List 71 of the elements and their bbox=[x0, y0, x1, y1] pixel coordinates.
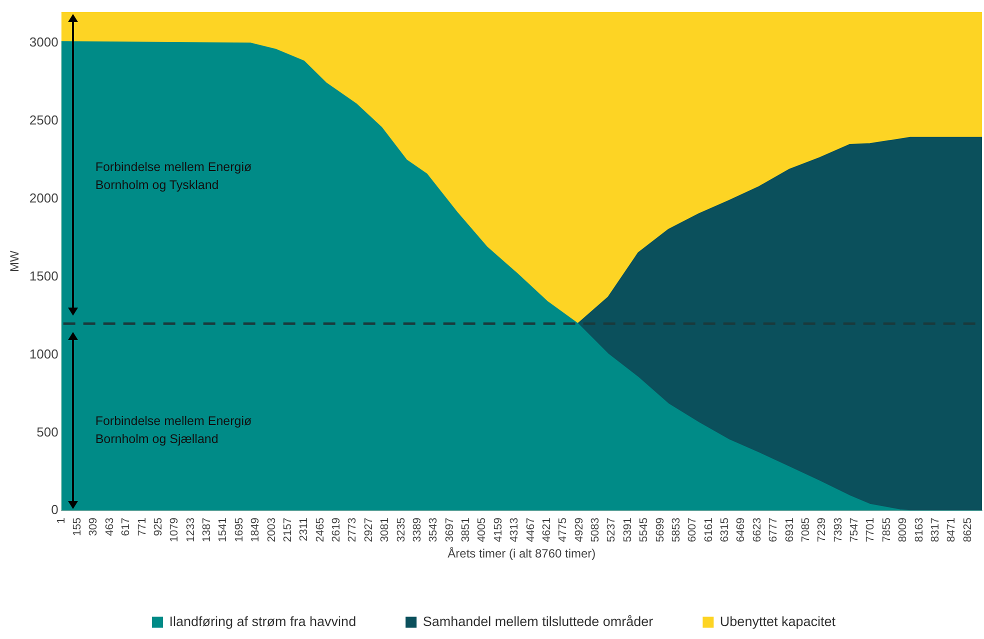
x-tick-label: 3081 bbox=[379, 518, 392, 542]
y-tick-label: 0 bbox=[51, 502, 58, 518]
x-tick-label: 5545 bbox=[638, 518, 650, 542]
x-tick-label: 2003 bbox=[266, 518, 278, 542]
x-tick-label: 6777 bbox=[768, 518, 780, 542]
x-tick-label: 5237 bbox=[606, 518, 618, 542]
x-tick-label: 6007 bbox=[686, 518, 699, 542]
x-tick-label: 155 bbox=[72, 518, 84, 536]
y-tick-label: 3000 bbox=[29, 34, 58, 50]
x-tick-label: 2311 bbox=[298, 518, 310, 542]
y-tick-label: 500 bbox=[36, 424, 58, 440]
x-tick-label: 7393 bbox=[832, 518, 844, 542]
x-tick-label: 3543 bbox=[428, 518, 440, 542]
y-tick-label: 1000 bbox=[29, 346, 58, 362]
x-tick-label: 4005 bbox=[476, 518, 488, 542]
x-tick-label: 1387 bbox=[201, 518, 214, 542]
x-tick-label: 8163 bbox=[913, 518, 926, 542]
x-tick-label: 2619 bbox=[330, 518, 343, 542]
x-tick-label: 8625 bbox=[962, 518, 974, 542]
x-tick-label: 309 bbox=[88, 518, 100, 536]
x-tick-label: 1849 bbox=[250, 518, 262, 542]
x-tick-label: 4775 bbox=[557, 518, 570, 542]
x-tick-label: 3235 bbox=[395, 518, 408, 542]
x-tick-label: 2927 bbox=[362, 518, 375, 542]
x-tick-label: 3389 bbox=[411, 518, 424, 542]
x-tick-label: 6931 bbox=[784, 518, 796, 542]
x-tick-label: 7547 bbox=[848, 518, 861, 542]
annotation: Forbindelse mellem Energiø Bornholm og Sjælland bbox=[95, 413, 253, 448]
x-tick-label: 1079 bbox=[168, 518, 181, 542]
x-tick-label: 8009 bbox=[897, 518, 910, 542]
x-tick-label: 4621 bbox=[540, 518, 553, 542]
legend-label: Ilandføring af strøm fra havvind bbox=[169, 614, 356, 629]
x-tick-label: 925 bbox=[152, 518, 164, 536]
x-tick-label: 7085 bbox=[800, 518, 812, 542]
x-tick-label: 5391 bbox=[622, 518, 634, 542]
x-tick-label: 6623 bbox=[751, 518, 764, 542]
x-tick-label: 4929 bbox=[573, 518, 586, 542]
x-tick-label: 5083 bbox=[590, 518, 602, 542]
x-tick-label: 4313 bbox=[508, 518, 521, 542]
x-tick-label: 6161 bbox=[702, 518, 715, 542]
y-axis-title: MW bbox=[8, 250, 22, 272]
x-tick-label: 8317 bbox=[929, 518, 942, 542]
x-tick-label: 5853 bbox=[670, 518, 682, 542]
x-tick-label: 771 bbox=[136, 518, 148, 536]
x-tick-label: 2773 bbox=[346, 518, 359, 542]
annotation: Forbindelse mellem Energiø Bornholm og Tyskland bbox=[95, 158, 253, 194]
x-tick-label: 6469 bbox=[735, 518, 748, 542]
x-tick-label: 7239 bbox=[816, 518, 828, 542]
y-tick-label: 2500 bbox=[29, 112, 58, 128]
x-tick-label: 1233 bbox=[184, 518, 197, 542]
x-tick-label: 2157 bbox=[282, 518, 294, 542]
x-tick-label: 3697 bbox=[444, 518, 456, 542]
x-tick-label: 1695 bbox=[233, 518, 246, 542]
x-tick-label: 617 bbox=[120, 518, 132, 536]
x-tick-label: 4159 bbox=[492, 518, 504, 542]
y-tick-label: 2000 bbox=[29, 190, 58, 206]
x-tick-label: 5699 bbox=[654, 518, 666, 542]
x-tick-label: 3851 bbox=[460, 518, 472, 542]
x-axis-title: Årets timer (i alt 8760 timer) bbox=[448, 546, 596, 561]
y-tick-label: 1500 bbox=[29, 268, 58, 284]
x-tick-label: 463 bbox=[104, 518, 116, 536]
x-tick-label: 1541 bbox=[217, 518, 230, 542]
x-tick-label: 7855 bbox=[880, 518, 893, 542]
x-tick-label: 8471 bbox=[946, 518, 958, 542]
x-tick-label: 4467 bbox=[524, 518, 537, 542]
x-tick-label: 1 bbox=[55, 518, 68, 524]
legend-label: Ubenyttet kapacitet bbox=[720, 614, 836, 629]
x-tick-label: 2465 bbox=[314, 518, 326, 542]
x-tick-label: 7701 bbox=[864, 518, 877, 542]
x-tick-label: 6315 bbox=[719, 518, 732, 542]
legend-label: Samhandel mellem tilsluttede områder bbox=[422, 614, 654, 629]
